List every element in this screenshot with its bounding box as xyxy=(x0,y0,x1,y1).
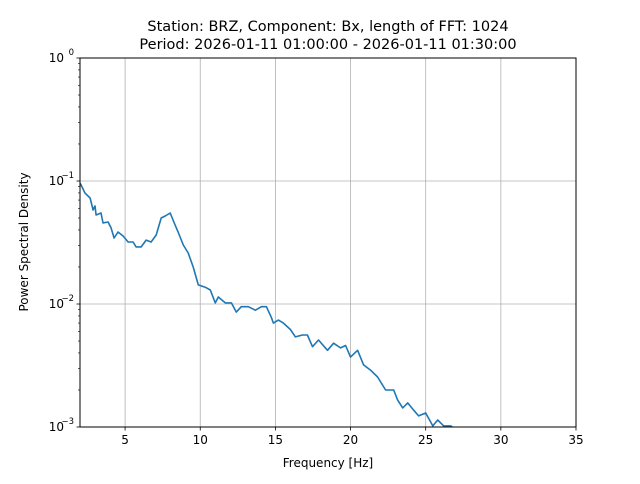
x-tick-label: 5 xyxy=(121,433,129,447)
chart-title-line-1: Station: BRZ, Component: Bx, length of F… xyxy=(147,19,508,35)
x-tick-label: 25 xyxy=(418,433,433,447)
y-tick-label: 10 xyxy=(49,297,64,311)
x-tick-label: 15 xyxy=(268,433,283,447)
y-tick-exponent: −3 xyxy=(61,417,74,427)
x-tick-label: 35 xyxy=(568,433,583,447)
y-axis-label: Power Spectral Density xyxy=(17,172,31,311)
psd-line xyxy=(80,182,454,427)
chart-title-line-2: Period: 2026-01-11 01:00:00 - 2026-01-11… xyxy=(139,37,516,53)
y-tick-exponent: −1 xyxy=(61,171,74,181)
x-tick-label: 30 xyxy=(493,433,508,447)
x-tick-label: 20 xyxy=(343,433,358,447)
y-tick-label: 10 xyxy=(49,51,64,65)
x-tick-label: 10 xyxy=(193,433,208,447)
y-tick-exponent: −2 xyxy=(61,294,74,304)
x-axis-label: Frequency [Hz] xyxy=(283,456,374,470)
plot-frame xyxy=(79,57,577,428)
y-tick-exponent: 0 xyxy=(69,48,74,58)
grid xyxy=(80,57,577,428)
y-tick-label: 10 xyxy=(49,174,64,188)
y-tick-label: 10 xyxy=(49,420,64,434)
